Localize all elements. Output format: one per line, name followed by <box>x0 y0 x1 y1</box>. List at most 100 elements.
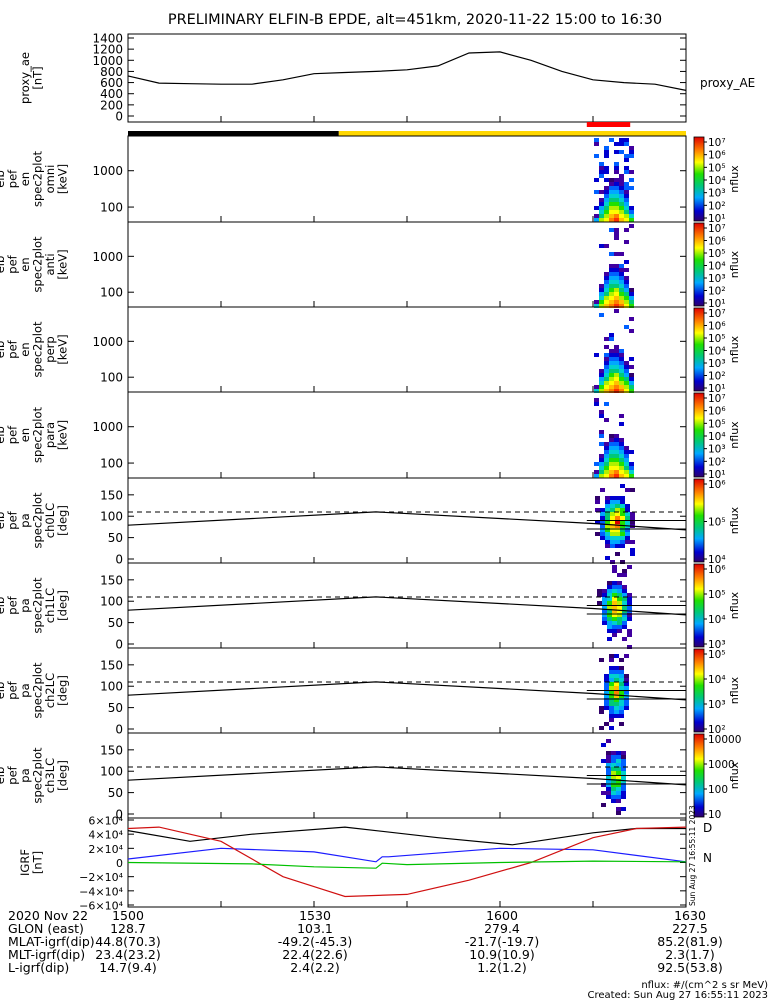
spec-pixel-perp <box>599 313 604 317</box>
pa-pixel-ch2LC <box>604 694 609 698</box>
pa-pixel-ch1LC <box>612 585 617 589</box>
spec-pixel-perp <box>609 333 614 337</box>
pa-pixel-ch0LC <box>615 532 620 536</box>
pa-pixel-ch2LC <box>609 718 614 722</box>
pa-pixel-ch0LC <box>630 516 635 520</box>
pa-pixel-ch1LC <box>612 605 617 609</box>
pa-pixel-ch0LC <box>610 500 615 504</box>
spec-pixel-perp <box>619 381 624 385</box>
spec-pixel-omni <box>624 166 629 170</box>
cbar-tick-label-ch0LC: 10⁴ <box>708 554 726 566</box>
spec-pixel-omni <box>624 206 629 210</box>
spec-pixel-anti <box>629 304 634 308</box>
pa-pixel-ch3LC <box>621 771 626 775</box>
colorbar-perp <box>693 307 705 392</box>
pa-pixel-ch1LC <box>627 565 632 569</box>
pa-pixel-ch1LC <box>607 637 612 641</box>
spec-pixel-omni <box>604 214 609 218</box>
pa-pixel-ch2LC <box>614 654 619 658</box>
cbar-label-anti: nflux <box>728 250 741 278</box>
spec-pixel-anti <box>609 272 614 276</box>
spec-pixel-omni <box>594 190 599 194</box>
spec-pixel-omni <box>624 186 629 190</box>
pa-pixel-ch2LC <box>619 674 624 678</box>
spec-pixel-perp <box>609 353 614 357</box>
spec-pixel-anti <box>619 304 624 308</box>
pa-pixel-ch1LC <box>597 593 602 597</box>
spec-pixel-perp <box>629 373 634 377</box>
loss-cone-line <box>127 766 687 786</box>
pa-pixel-ch2LC <box>609 674 614 678</box>
ae-right-label: proxy_AE <box>700 76 755 90</box>
spec-pixel-omni <box>619 150 624 154</box>
spec-pixel-para <box>604 462 609 466</box>
pa-pixel-ch3LC <box>606 767 611 771</box>
pa-pixel-ch3LC <box>616 795 621 799</box>
pa-pixel-ch0LC <box>620 504 625 508</box>
ylabel-ch3LC-1: pef <box>5 765 19 784</box>
spec-pixel-omni <box>614 142 619 146</box>
ylabel-omni-5: [keV] <box>55 164 69 194</box>
pa-pixel-ch1LC <box>607 629 612 633</box>
ytick-label-igrf: −4×10⁴ <box>79 885 123 898</box>
pa-pixel-ch3LC <box>611 755 616 759</box>
spec-pixel-anti <box>624 288 629 292</box>
spec-pixel-perp <box>619 357 624 361</box>
spec-pixel-perp <box>619 389 624 393</box>
spec-pixel-para <box>629 474 634 478</box>
ytick-label-ae: 1000 <box>92 54 123 68</box>
ylabel-omni-0: elb <box>0 170 7 188</box>
pa-pixel-ch3LC <box>621 763 626 767</box>
spec-pixel-anti <box>609 304 614 308</box>
ytick-label-ch1LC: 0 <box>115 638 123 652</box>
pa-pixel-ch1LC <box>627 601 632 605</box>
footer-cell: 85.2(81.9) <box>657 934 722 949</box>
spec-pixel-para <box>609 434 614 438</box>
pa-pixel-ch2LC <box>614 706 619 710</box>
cbar-tick-label-ch1LC: 10⁴ <box>708 614 726 626</box>
pa-pixel-ch0LC <box>610 560 615 564</box>
pa-pixel-ch0LC <box>600 508 605 512</box>
spec-pixel-anti <box>599 244 604 248</box>
spec-pixel-anti <box>609 268 614 272</box>
spec-pixel-omni <box>624 202 629 206</box>
spec-pixel-anti <box>614 288 619 292</box>
spec-pixel-anti <box>604 284 609 288</box>
ytick-label-ae: 0 <box>115 110 123 124</box>
spec-pixel-para <box>629 470 634 474</box>
pa-pixel-ch0LC <box>595 500 600 504</box>
igrf-legend-n: N <box>703 851 712 865</box>
spec-pixel-para <box>594 462 599 466</box>
pa-pixel-ch0LC <box>625 508 630 512</box>
spec-pixel-perp <box>614 349 619 353</box>
pa-pixel-ch1LC <box>622 597 627 601</box>
pa-pixel-ch0LC <box>600 536 605 540</box>
spec-pixel-omni <box>604 170 609 174</box>
spec-pixel-omni <box>599 174 604 178</box>
ytick-label-anti: 100 <box>100 286 123 300</box>
spec-pixel-para <box>599 410 604 414</box>
spec-pixel-omni <box>609 194 614 198</box>
pa-pixel-ch2LC <box>604 686 609 690</box>
pa-pixel-ch3LC <box>611 799 616 803</box>
spec-pixel-anti <box>609 300 614 304</box>
pa-pixel-ch1LC <box>597 589 602 593</box>
pa-pixel-ch3LC <box>601 791 606 795</box>
spec-pixel-omni <box>604 202 609 206</box>
ytick-label-ch1LC: 50 <box>108 616 123 630</box>
ytick-label-ch2LC: 50 <box>108 701 123 715</box>
pa-pixel-ch0LC <box>605 508 610 512</box>
pa-pixel-ch0LC <box>615 552 620 556</box>
spec-pixel-para <box>614 466 619 470</box>
footer-cell: 103.1 <box>297 921 333 936</box>
pa-pixel-ch1LC <box>607 593 612 597</box>
pa-pixel-ch1LC <box>617 629 622 633</box>
pa-pixel-ch3LC <box>606 763 611 767</box>
ylabel-ch0LC-0: elb <box>0 512 7 530</box>
pa-pixel-ch0LC <box>615 536 620 540</box>
ytick-label-igrf: 4×10⁴ <box>88 829 123 842</box>
ylabel-anti-2: en <box>18 257 32 271</box>
spec-pixel-omni <box>624 194 629 198</box>
spec-pixel-para <box>599 442 604 446</box>
spec-pixel-anti <box>604 300 609 304</box>
